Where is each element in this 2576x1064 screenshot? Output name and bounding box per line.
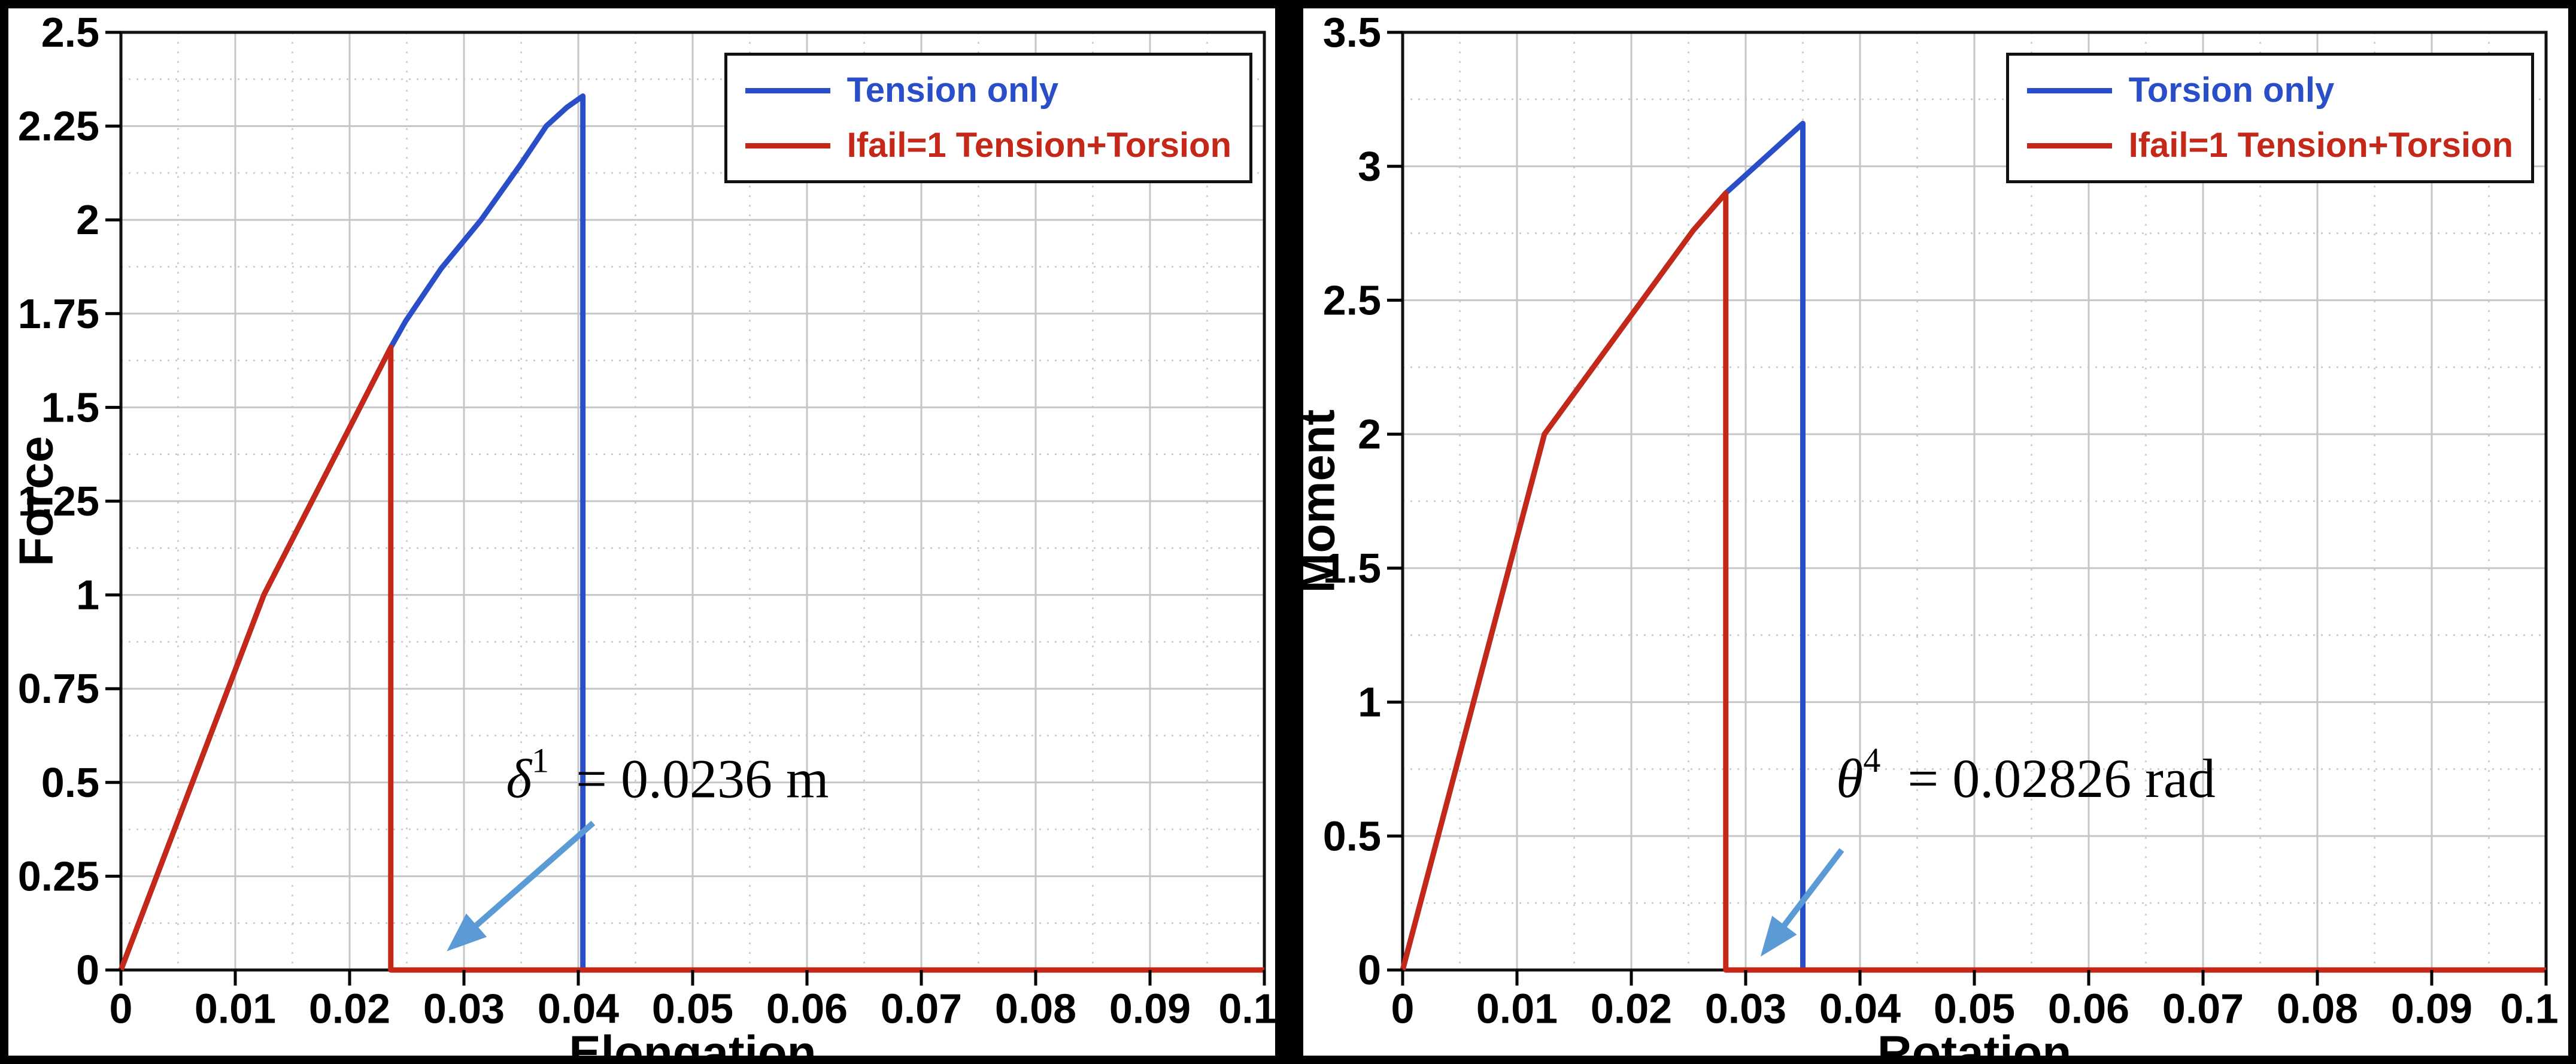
svg-text:0.07: 0.07 [881, 985, 962, 1032]
svg-text:3.5: 3.5 [1323, 9, 1381, 56]
svg-text:Moment: Moment [1303, 410, 1345, 593]
svg-text:0: 0 [1358, 947, 1381, 993]
svg-text:0.1: 0.1 [2500, 985, 2558, 1032]
svg-text:0.5: 0.5 [1323, 813, 1381, 859]
svg-text:0.75: 0.75 [18, 665, 99, 712]
svg-text:0.25: 0.25 [18, 853, 99, 899]
svg-text:0.5: 0.5 [41, 759, 99, 806]
svg-text:0.01: 0.01 [195, 985, 276, 1032]
legend-line-sample-blue [745, 87, 830, 93]
legend-item-tension-only: Tension only [745, 63, 1231, 118]
svg-text:0.05: 0.05 [1934, 985, 2015, 1032]
svg-text:1.75: 1.75 [18, 290, 99, 337]
svg-text:0.06: 0.06 [2048, 985, 2129, 1032]
force-elongation-chart: 0 0.01 0.02 0.03 0.04 0.05 0.06 0.07 0.08 0.09 0.1… [10, 9, 1276, 1056]
svg-text:1.5: 1.5 [1323, 545, 1381, 592]
svg-text:0.09: 0.09 [1109, 985, 1191, 1032]
svg-text:1.5: 1.5 [41, 384, 99, 431]
legend-line-sample-red [745, 143, 830, 148]
legend-line-sample-blue [2026, 87, 2112, 93]
svg-text:0.03: 0.03 [423, 985, 505, 1032]
svg-text:0: 0 [1391, 985, 1415, 1032]
svg-text:2.5: 2.5 [1323, 277, 1381, 323]
svg-text:2.25: 2.25 [18, 103, 99, 150]
legend-label: Tension only [846, 71, 1058, 110]
legend-label: Ifail=1 Tension+Torsion [846, 126, 1231, 165]
svg-text:0.08: 0.08 [2277, 985, 2358, 1032]
svg-text:0.08: 0.08 [995, 985, 1076, 1032]
svg-text:0.02: 0.02 [309, 985, 390, 1032]
legend-item-ifail-tension-torsion: Ifail=1 Tension+Torsion [2026, 118, 2513, 173]
force-elongation-panel: 0 0.01 0.02 0.03 0.04 0.05 0.06 0.07 0.08 0.09 0.1… [8, 8, 1275, 1056]
legend-label: Torsion only [2128, 71, 2335, 110]
svg-text:0.02: 0.02 [1591, 985, 1672, 1032]
svg-text:1: 1 [1358, 679, 1381, 726]
legend-item-ifail-tension-torsion: Ifail=1 Tension+Torsion [745, 118, 1231, 173]
legend-item-torsion-only: Torsion only [2026, 63, 2513, 118]
svg-text:δ1 = 0.0236 m: δ1 = 0.0236 m [506, 741, 829, 809]
legend-left-chart: Tension only Ifail=1 Tension+Torsion [724, 53, 1252, 183]
svg-text:0.1: 0.1 [1218, 985, 1275, 1032]
svg-text:0.09: 0.09 [2391, 985, 2472, 1032]
legend-line-sample-red [2026, 143, 2112, 148]
svg-text:0.06: 0.06 [766, 985, 848, 1032]
svg-text:2: 2 [76, 196, 99, 243]
svg-text:0.04: 0.04 [538, 985, 619, 1032]
svg-text:3: 3 [1358, 143, 1381, 190]
svg-text:Elongation: Elongation [569, 1026, 816, 1056]
svg-text:0.05: 0.05 [652, 985, 733, 1032]
svg-text:0: 0 [76, 947, 99, 993]
svg-text:0.07: 0.07 [2162, 985, 2244, 1032]
legend-right-chart: Torsion only Ifail=1 Tension+Torsion [2005, 53, 2534, 183]
svg-text:Force: Force [10, 436, 63, 566]
svg-text:1: 1 [76, 572, 99, 619]
svg-text:0.03: 0.03 [1705, 985, 1786, 1032]
svg-text:1.25: 1.25 [18, 478, 99, 525]
svg-text:0: 0 [110, 985, 133, 1032]
svg-text:2.5: 2.5 [41, 9, 99, 56]
svg-text:2: 2 [1358, 411, 1381, 457]
svg-text:θ4 = 0.02826 rad: θ4 = 0.02826 rad [1836, 741, 2216, 809]
moment-rotation-panel: 0 0.01 0.02 0.03 0.04 0.05 0.06 0.07 0.08 0.09 0.1… [1303, 8, 2568, 1056]
svg-text:0.04: 0.04 [1819, 985, 1901, 1032]
svg-text:0.01: 0.01 [1476, 985, 1558, 1032]
legend-label: Ifail=1 Tension+Torsion [2128, 126, 2513, 165]
svg-text:Rotation: Rotation [1877, 1026, 2071, 1056]
